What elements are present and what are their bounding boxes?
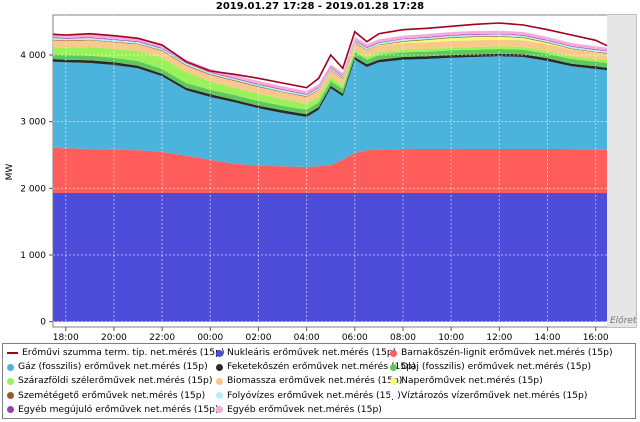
y-tick-label: 3 000 — [20, 118, 46, 128]
legend-item: Nukleáris erőművek net.mérés (15p) — [216, 347, 396, 360]
legend-dot-swatch — [390, 363, 397, 371]
legend-dot-swatch — [216, 363, 223, 371]
area-series-3 — [53, 53, 607, 117]
legend-item-label: Biomassza erőművek net.mérés (15p) — [227, 375, 403, 387]
legend-line-swatch — [7, 352, 18, 354]
total-line-group — [52, 22, 608, 89]
legend-item-label: Nukleáris erőművek net.mérés (15p) — [227, 347, 397, 358]
legend-item-label: Naperőművek net.mérés (15p) — [401, 375, 543, 387]
x-tick-label: 00:00 — [197, 333, 223, 340]
legend-item-label: Feketekőszén erőművek net.mérés (15p) — [227, 361, 416, 373]
area-series-0 — [53, 193, 607, 322]
legend-item-label: Erőművi szumma term. tip. net.mérés (15p… — [22, 347, 225, 358]
legend-item: Egyéb erőművek net.mérés (15p) — [216, 404, 382, 417]
x-tick-label: 10:00 — [438, 333, 464, 340]
area-series-5 — [53, 46, 607, 110]
y-tick-label: 1 000 — [20, 251, 46, 261]
legend-item: Erőművi szumma term. tip. net.mérés (15p… — [7, 347, 224, 360]
x-tick-label: 04:00 — [294, 333, 320, 340]
x-tick-label: 22:00 — [149, 333, 175, 340]
x-tick-label: 02:00 — [245, 333, 271, 340]
legend-item: Barnakőszén-lignit erőművek net.mérés (1… — [390, 347, 613, 360]
legend-item-label: Barnakőszén-lignit erőművek net.mérés (1… — [401, 347, 613, 358]
legend-item-label: Szemétégető erőművek net.mérés (15p) — [18, 389, 206, 401]
forecast-label: Előret — [610, 316, 637, 326]
legend-item: Egyéb megújuló erőművek net.mérés (15p) — [7, 404, 219, 417]
x-axis: 18:00 20:00 22:00 00:00 02:00 04:00 06:00 08:00… — [53, 327, 609, 340]
legend-dot-swatch — [216, 377, 223, 385]
chart-title: 2019.01.27 17:28 - 2019.01.28 17:28 — [216, 1, 424, 12]
area-series-group — [53, 30, 607, 322]
area-series-1 — [53, 147, 607, 193]
legend-item: Szemétégető erőművek net.mérés (15p) — [7, 390, 205, 403]
area-series-6 — [53, 39, 607, 104]
legend-item: Naperőművek net.mérés (15p) — [390, 375, 543, 388]
legend-dot-swatch — [390, 377, 397, 385]
x-tick-label: 16:00 — [583, 333, 609, 340]
legend-dot-swatch — [216, 406, 223, 414]
legend-dot-swatch — [390, 349, 397, 357]
stacked-area-chart: 2019.01.27 17:28 - 2019.01.28 17:28 MW E… — [5, 1, 637, 340]
legend-item-label: Olaj (fosszilis) erőművek net.mérés (15p… — [401, 361, 592, 373]
legend-item: Szárazföldi szélerőművek net.mérés (15p) — [7, 375, 212, 388]
legend-item-label: Folyóvízes erőművek net.mérés (15p) — [227, 389, 401, 401]
y-tick-label: 2 000 — [20, 184, 46, 194]
x-tick-label: 12:00 — [486, 333, 512, 340]
legend-item: Biomassza erőművek net.mérés (15p) — [216, 375, 402, 388]
legend-item-label: Szárazföldi szélerőművek net.mérés (15p) — [18, 375, 213, 387]
x-tick-label: 08:00 — [390, 333, 416, 340]
area-series-9 — [53, 34, 607, 97]
area-series-12 — [53, 30, 607, 94]
legend-item: Feketekőszén erőművek net.mérés (15p) — [216, 361, 416, 374]
grid-lines — [53, 15, 607, 327]
legend-dot-swatch — [390, 392, 397, 400]
forecast-band — [607, 15, 636, 327]
y-tick-label: 4 000 — [20, 51, 46, 61]
legend-item: Folyóvízes erőművek net.mérés (15p) — [216, 390, 401, 403]
legend-item: Gáz (fosszilis) erőművek net.mérés (15p) — [7, 361, 208, 374]
legend-item: Olaj (fosszilis) erőművek net.mérés (15p… — [390, 361, 591, 374]
area-series-2 — [53, 56, 607, 167]
legend-item-label: Egyéb erőművek net.mérés (15p) — [227, 403, 382, 415]
legend-dot-swatch — [7, 377, 14, 385]
legend-item: Víztározós vízerőművek net.mérés (15p) — [390, 390, 587, 403]
legend-item-label: Gáz (fosszilis) erőművek net.mérés (15p) — [18, 361, 208, 373]
x-tick-label: 20:00 — [101, 333, 127, 340]
area-series-4 — [53, 49, 607, 115]
legend-dot-swatch — [7, 392, 14, 400]
legend-dot-swatch — [216, 349, 223, 357]
legend-dot-swatch — [7, 363, 14, 371]
legend-dot-swatch — [216, 392, 223, 400]
x-tick-label: 06:00 — [342, 333, 368, 340]
y-tick-label: 0 — [40, 318, 46, 328]
legend-dot-swatch — [7, 406, 14, 414]
total-line — [52, 22, 608, 89]
legend-item-label: Egyéb megújuló erőművek net.mérés (15p) — [18, 403, 219, 415]
y-axis-label: MW — [5, 164, 15, 181]
x-tick-label: 18:00 — [53, 333, 79, 340]
y-axis: 0 1 000 2 000 3 000 4 000 — [20, 51, 53, 328]
legend: Erőművi szumma term. tip. net.mérés (15p… — [2, 343, 636, 419]
x-tick-label: 14:00 — [535, 333, 561, 340]
forecast-region: Előret — [607, 15, 637, 327]
legend-item-label: Víztározós vízerőművek net.mérés (15p) — [401, 389, 588, 401]
